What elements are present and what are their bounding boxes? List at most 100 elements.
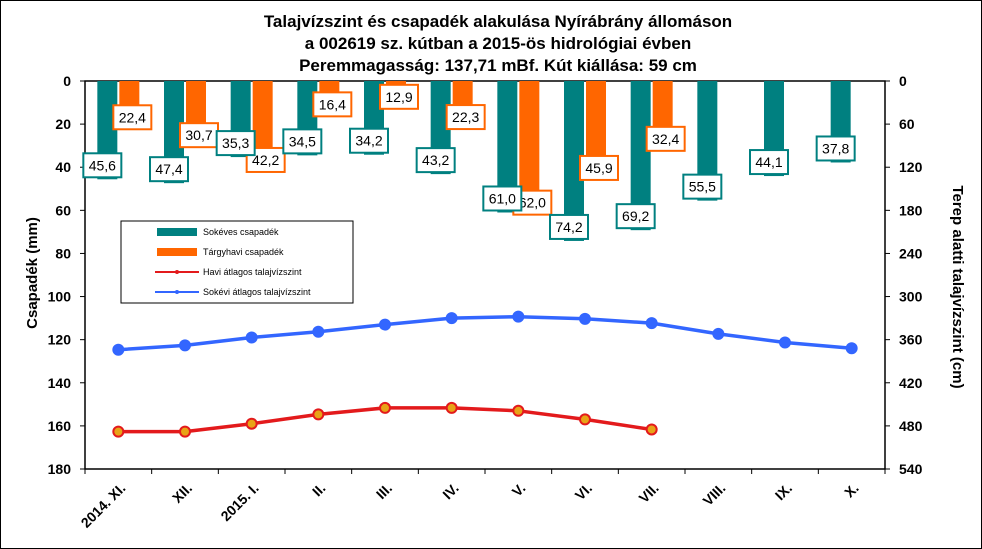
chart-title: Talajvízszint és csapadék alakulása Nyír… [264, 12, 732, 75]
x-tick-label: X. [841, 480, 862, 501]
plot-area: 0 20 40 60 80 100 120 140 160 180 0 60 120 180 240 300 3… [48, 73, 923, 531]
data-label-monthly-box [645, 125, 686, 152]
y2-tick-label: 120 [899, 159, 923, 175]
x-tick-label: III. [373, 480, 395, 502]
y2-tick-label: 480 [899, 418, 923, 434]
data-label-monthly: 12,9 [385, 89, 412, 105]
x-tick-label: VI. [572, 480, 595, 503]
legend-swatch [157, 248, 197, 256]
chart-title-line-3: Peremmagasság: 137,71 mBf. Kút kiállása:… [299, 56, 697, 75]
data-label-longterm: 55,5 [689, 179, 716, 195]
point-longterm-groundwater [379, 318, 391, 331]
point-monthly-groundwater [379, 401, 391, 414]
data-label-longterm: 34,5 [289, 133, 316, 149]
data-label-monthly: 22,3 [452, 109, 479, 125]
point-monthly-groundwater [245, 417, 258, 430]
x-tick-label: IX. [772, 480, 795, 503]
x-tick-label: 2015. I. [217, 480, 261, 524]
data-label-monthly: 45,9 [585, 160, 612, 176]
point-monthly-groundwater [445, 401, 458, 414]
data-label-longterm-box [615, 203, 656, 230]
y-axis-title: Csapadék (mm) [24, 217, 41, 329]
bar-longterm [630, 81, 651, 231]
point-longterm-groundwater [112, 343, 125, 356]
legend-label: Tárgyhavi csapadék [203, 247, 284, 257]
data-label-longterm: 61,0 [489, 190, 516, 206]
y2-axis-title: Terep alatti talajvízszint (cm) [949, 185, 966, 388]
legend: Sokéves csapadék Tárgyhavi csapadék Havi á… [120, 220, 354, 304]
data-label-monthly: 22,4 [119, 109, 146, 125]
data-label-longterm: 47,4 [155, 161, 182, 177]
data-label-longterm: 35,3 [222, 135, 249, 151]
x-tick-label: IV. [439, 480, 462, 503]
point-longterm-groundwater [645, 317, 658, 330]
data-label-monthly: 32,4 [652, 131, 679, 147]
y2-tick-label: 0 [899, 73, 907, 89]
x-tick-label: VIII. [700, 480, 729, 509]
y-tick-label: 40 [55, 159, 71, 175]
data-label-monthly-box [245, 146, 286, 173]
legend-marker [175, 270, 179, 274]
bar-monthly [519, 81, 540, 215]
data-label-monthly-box [312, 91, 353, 118]
point-longterm-groundwater [179, 339, 191, 352]
point-monthly-groundwater [645, 423, 658, 436]
point-longterm-groundwater [579, 312, 591, 325]
data-label-longterm-box [282, 128, 323, 155]
point-monthly-groundwater [579, 413, 591, 426]
data-label-monthly: 42,2 [252, 152, 279, 168]
y-tick-label: 120 [48, 332, 72, 348]
y2-tick-label: 240 [899, 245, 923, 261]
data-label-longterm: 74,2 [555, 219, 582, 235]
data-label-longterm-box [149, 156, 189, 183]
data-label-longterm: 69,2 [622, 208, 649, 224]
y-tick-label: 140 [48, 375, 72, 391]
bar-longterm [497, 81, 518, 213]
data-label-longterm: 43,2 [422, 152, 449, 168]
point-longterm-groundwater [445, 312, 458, 325]
y-tick-label: 160 [48, 418, 72, 434]
legend-marker [175, 290, 179, 294]
data-label-monthly: 30,7 [185, 127, 212, 143]
data-label-longterm-box [82, 152, 123, 179]
x-tick-label: XII. [169, 480, 195, 506]
data-label-longterm-box [815, 135, 856, 162]
data-label-monthly: 16,4 [319, 96, 346, 112]
y2-tick-label: 180 [899, 202, 923, 218]
y-tick-label: 100 [48, 289, 72, 305]
point-monthly-groundwater [112, 425, 125, 438]
y-tick-label: 180 [48, 461, 72, 477]
data-label-longterm-box [749, 149, 789, 176]
data-label-longterm-box [482, 185, 523, 212]
data-label-longterm-box [549, 213, 589, 240]
chart-title-line-1: Talajvízszint és csapadék alakulása Nyír… [264, 12, 732, 31]
bar-longterm [697, 81, 718, 201]
x-tick-label: V. [509, 480, 529, 500]
point-longterm-groundwater [712, 327, 725, 340]
data-label-longterm-box [349, 127, 389, 154]
y2-tick-label: 540 [899, 461, 923, 477]
line-longterm-groundwater [118, 314, 852, 352]
bar-longterm [564, 81, 584, 241]
legend-swatch [157, 228, 197, 236]
legend-label: Havi átlagos talajvízszint [203, 267, 302, 277]
x-tick-label: 2014. XI. [78, 480, 129, 531]
legend-label: Sokéves csapadék [203, 227, 279, 237]
y-tick-label: 80 [55, 245, 71, 261]
data-label-monthly-box [179, 122, 219, 149]
point-monthly-groundwater [179, 425, 191, 438]
point-longterm-groundwater [779, 336, 791, 349]
y2-tick-label: 420 [899, 375, 923, 391]
legend-label: Sokévi átlagos talajvízszint [203, 287, 311, 297]
data-label-monthly-box [579, 154, 619, 181]
x-tick-label: II. [309, 480, 329, 500]
chart-title-line-2: a 002619 sz. kútban a 2015-ös hidrológia… [305, 34, 691, 53]
data-label-longterm-box [682, 173, 723, 200]
y2-tick-label: 360 [899, 332, 923, 348]
y2-tick-label: 60 [899, 116, 915, 132]
data-label-longterm: 45,6 [89, 157, 116, 173]
data-label-longterm-box [215, 130, 256, 157]
data-label-longterm: 37,8 [822, 140, 849, 156]
